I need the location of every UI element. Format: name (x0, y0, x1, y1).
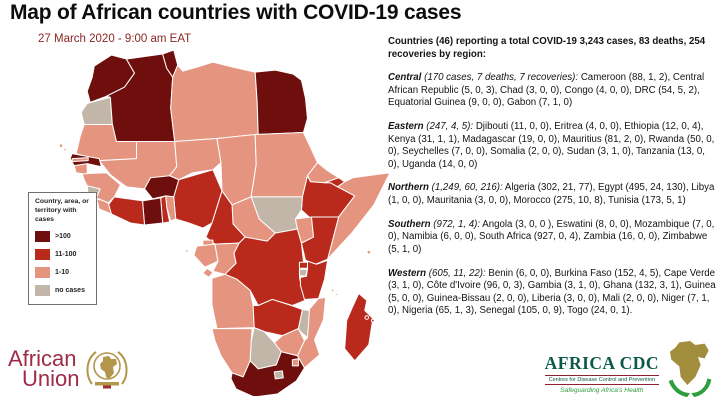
legend-label: no cases (55, 287, 85, 295)
country-egypt (254, 69, 308, 136)
country-ghana (142, 197, 164, 226)
legend-label: >100 (55, 233, 71, 241)
country-eswatini (291, 358, 299, 367)
country-mauritius (364, 315, 370, 320)
region-paragraph-eastern: Eastern (247, 4, 5): Djibouti (11, 0, 0)… (388, 121, 715, 170)
country-sao-tome (184, 249, 189, 254)
country-gambia (71, 157, 89, 163)
country-cape-verde (63, 147, 67, 152)
country-western-sahara (80, 96, 113, 125)
country-guinea (81, 172, 121, 204)
region-paragraph-western: Western (605, 11, 22): Benin (6, 0, 0), … (388, 267, 716, 317)
country-lesotho (273, 370, 284, 380)
country-mauritius (370, 318, 375, 323)
legend-swatch-gt100 (35, 231, 50, 243)
africa-cdc-emblem-icon (668, 341, 712, 397)
country-cote-divoire (107, 196, 146, 226)
african-union-logo: African Union (8, 345, 131, 393)
country-tanzania (299, 259, 329, 300)
country-cape-verde (58, 143, 64, 148)
region-paragraph-northern: Northern (1,249, 60, 216): Algeria (302,… (388, 182, 715, 207)
page-title: Map of African countries with COVID-19 c… (10, 1, 462, 24)
legend-label: 1-10 (55, 269, 70, 277)
legend-item: no cases (35, 285, 92, 297)
african-union-emblem-icon (87, 351, 128, 389)
country-madagascar (344, 292, 374, 362)
legend-swatch-1-10 (35, 267, 50, 279)
country-rwanda (298, 261, 308, 269)
country-angola-cabinda (202, 267, 214, 278)
country-somalia (327, 172, 391, 260)
region-paragraph-southern: Southern (972, 1, 4): Angola (3, 0, 0 ),… (388, 218, 715, 255)
legend-label: 11-100 (55, 251, 77, 259)
country-south-africa (230, 351, 305, 396)
report-datetime: 27 March 2020 - 9:00 am EAT (38, 33, 192, 45)
country-libya (170, 61, 259, 143)
country-gabon (193, 243, 219, 268)
country-comoros (330, 288, 335, 293)
country-burundi (298, 268, 308, 277)
africa-cdc-wordmark: AFRICA CDC Centres for Disease Control a… (544, 353, 659, 394)
country-mozambique (296, 296, 327, 369)
legend-item: 1-10 (35, 267, 92, 279)
country-djibouti (324, 177, 346, 188)
africa-choropleth-map (58, 49, 391, 396)
legend-item: 11-100 (35, 249, 92, 261)
country-burkina-faso (144, 175, 180, 200)
country-seychelles (366, 249, 372, 255)
map-legend: Country, area, or territory with cases >… (28, 192, 97, 306)
legend-item: >100 (35, 231, 92, 243)
country-comoros (335, 292, 339, 297)
african-union-wordmark: African Union (8, 345, 80, 391)
legend-swatch-11-100 (35, 249, 50, 261)
legend-title: Country, area, or territory with cases (35, 198, 89, 223)
country-malawi (297, 309, 310, 339)
region-paragraph-central: Central (170 cases, 7 deaths, 7 recoveri… (388, 72, 705, 109)
africa-cdc-logo: AFRICA CDC Centres for Disease Control a… (544, 341, 717, 397)
summary-intro: Countries (46) reporting a total COVID-1… (388, 36, 706, 60)
case-summary-panel: Countries (46) reporting a total COVID-1… (388, 36, 716, 329)
legend-swatch-no-cases (35, 285, 50, 297)
